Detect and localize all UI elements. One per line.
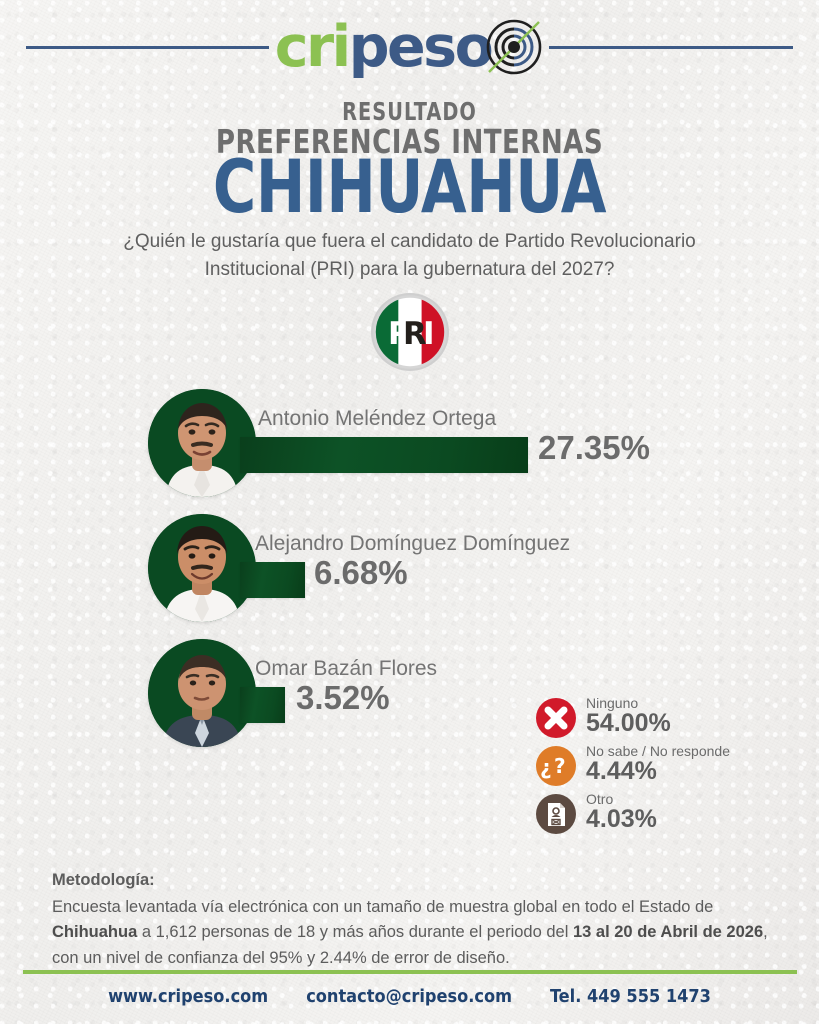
footer-divider: [23, 970, 797, 974]
svg-text:I: I: [423, 316, 435, 352]
candidate-bar: [240, 437, 528, 473]
candidate-name: Antonio Meléndez Ortega: [258, 407, 497, 430]
logo-text-peso: peso: [348, 13, 494, 80]
candidate-bar: [240, 687, 285, 723]
stat-label: No sabe / No responde: [586, 743, 730, 759]
header-rule-left: [25, 45, 269, 49]
methodology-mid1: a 1,612 personas de 18 y más años durant…: [137, 923, 573, 942]
logo-text-cri: cri: [274, 13, 351, 80]
cripeso-logo[interactable]: cri peso: [275, 11, 544, 83]
svg-text:R: R: [403, 316, 427, 352]
candidate-percentage: 6.68%: [314, 554, 408, 591]
stat-value: 4.44%: [586, 757, 657, 785]
survey-question: ¿Quién le gustaría que fuera el candidat…: [123, 231, 696, 280]
stat-label: Ninguno: [586, 695, 639, 711]
footer-email[interactable]: contacto@cripeso.com: [306, 986, 513, 1007]
stat-value: 4.03%: [586, 805, 657, 833]
methodology-mid2: , con un nivel de confianza del 95% y 2.…: [52, 923, 768, 967]
page-title: CHIHUAHUA: [212, 145, 607, 230]
stat-item-no-sabe: ¿ ? No sabe / No responde 4.44%: [536, 742, 806, 788]
candidate-row: Alejandro Domínguez Domínguez 6.68%: [0, 510, 819, 626]
red-x-circle-icon: [536, 698, 576, 738]
candidate-percentage: 3.52%: [296, 679, 390, 716]
radar-target-icon: [485, 18, 543, 76]
stat-item-otro: Otro 4.03%: [536, 790, 806, 836]
candidate-row: Omar Bazán Flores 3.52%: [0, 635, 819, 751]
header-band: cri peso: [0, 8, 819, 86]
other-options-list: Ninguno 54.00% ¿ ? No sabe / No responde…: [536, 694, 806, 838]
pri-party-logo: P R I: [369, 291, 451, 373]
methodology-title: Metodología:: [52, 871, 155, 889]
stat-label: Otro: [586, 791, 614, 807]
page-subtitle: PREFERENCIAS INTERNAS: [215, 122, 604, 161]
methodology-block: Metodología: Encuesta levantada vía elec…: [52, 868, 778, 971]
svg-text:¿: ¿: [540, 755, 552, 779]
methodology-state: Chihuahua: [52, 923, 138, 942]
candidate-percentage: 27.35%: [538, 429, 650, 466]
candidate-bar: [240, 562, 305, 598]
header-rule-right: [549, 45, 794, 49]
candidate-name: Alejandro Domínguez Domínguez: [255, 532, 571, 555]
stat-value: 54.00%: [586, 709, 671, 737]
footer-phone: Tel. 449 555 1473: [550, 986, 711, 1007]
stat-item-ninguno: Ninguno 54.00%: [536, 694, 806, 740]
candidate-photo-2: [148, 514, 256, 622]
candidate-photo-1: [148, 389, 256, 497]
methodology-line1: Encuesta levantada vía electrónica con u…: [52, 897, 714, 916]
methodology-period: 13 al 20 de Abril de 2026: [572, 923, 764, 942]
svg-text:P: P: [388, 316, 411, 352]
eyebrow-resultado: RESULTADO: [342, 97, 477, 126]
ballot-paper-icon: [536, 794, 576, 834]
footer-contact-bar: www.cripeso.com contacto@cripeso.com Tel…: [0, 986, 819, 1007]
svg-text:?: ?: [554, 754, 566, 778]
candidate-row: Antonio Meléndez Ortega 27.35%: [0, 385, 819, 501]
orange-question-circle-icon: ¿ ?: [536, 746, 576, 786]
candidate-photo-3: [148, 639, 256, 747]
footer-website[interactable]: www.cripeso.com: [108, 986, 269, 1007]
candidate-name: Omar Bazán Flores: [255, 657, 438, 680]
